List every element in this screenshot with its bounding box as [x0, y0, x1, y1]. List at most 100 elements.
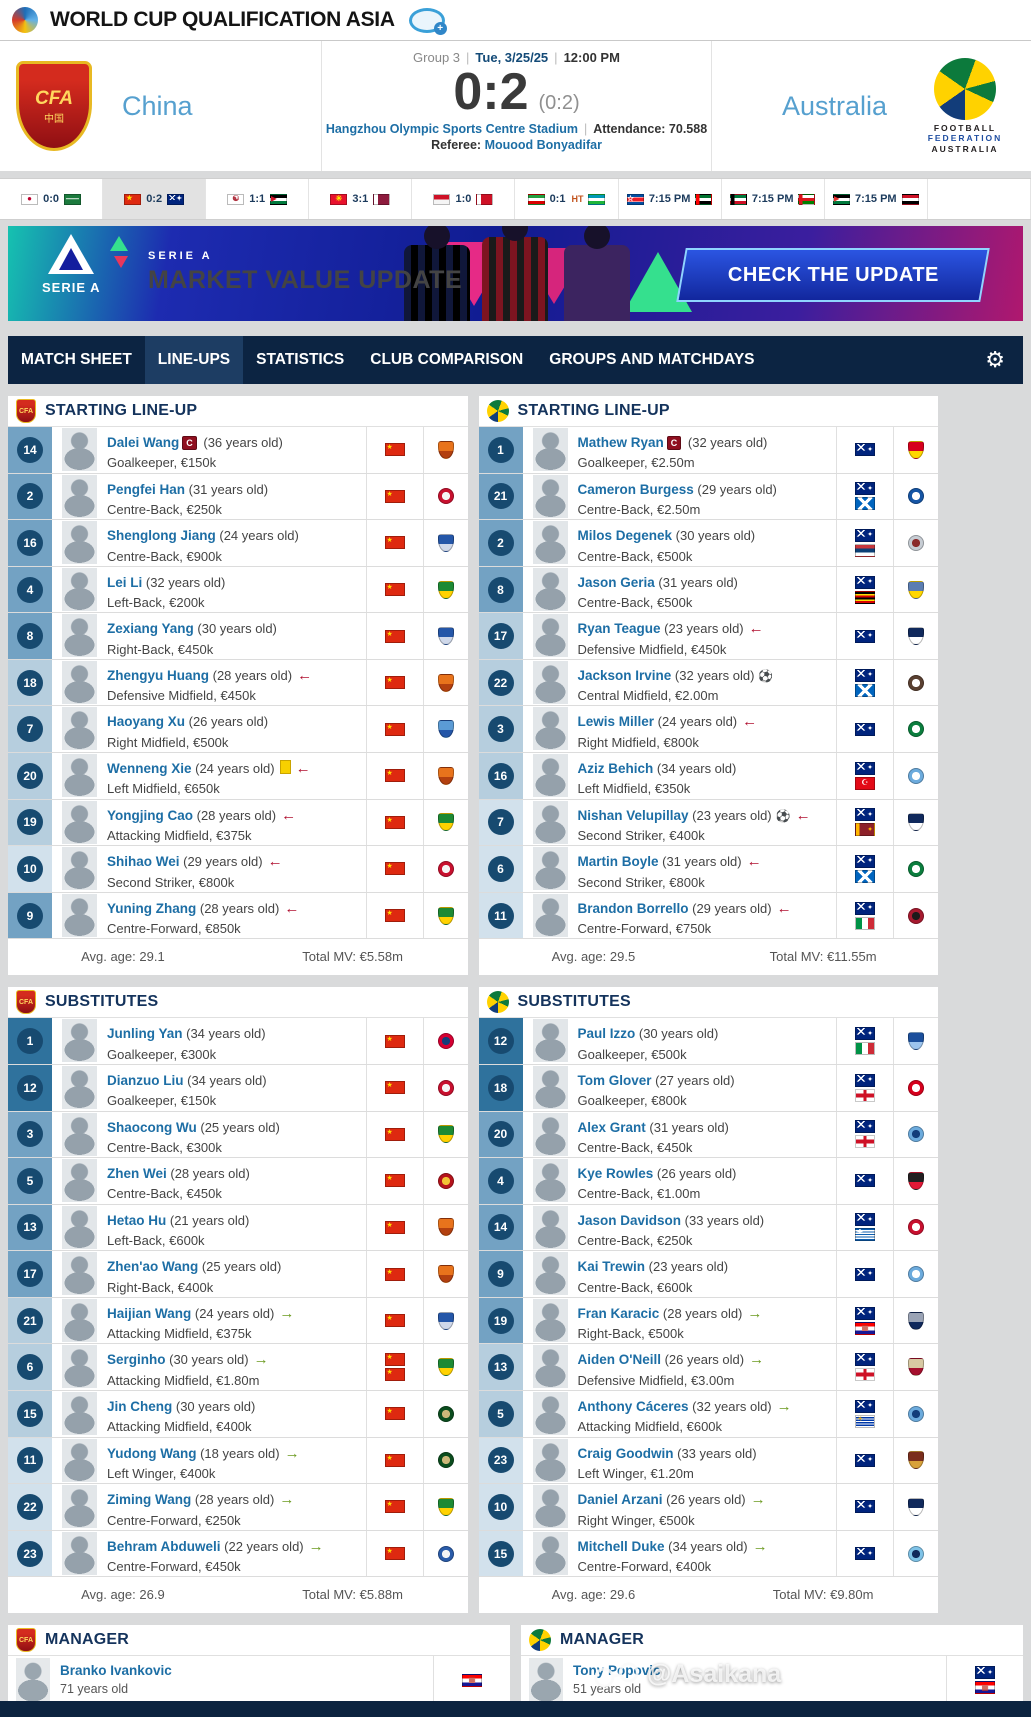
manager-name-link[interactable]: Tony Popovic — [573, 1663, 661, 1679]
match-ticker-cell[interactable]: 7:15 PM — [722, 179, 825, 219]
club-badge[interactable] — [908, 1032, 924, 1051]
player-name-link[interactable]: Pengfei Han — [107, 481, 186, 497]
player-name-link[interactable]: Dianzuo Liu — [107, 1072, 184, 1088]
club-badge[interactable] — [437, 1172, 454, 1189]
home-team-crest[interactable]: CFA 中国 — [16, 61, 92, 151]
seriea-banner[interactable]: SERIE A SERIE A MARKET VALUE UPDATE CHEC… — [8, 226, 1023, 321]
club-badge[interactable] — [908, 1219, 924, 1236]
club-badge[interactable] — [437, 1265, 454, 1284]
club-badge[interactable] — [437, 440, 454, 459]
club-badge[interactable] — [908, 1545, 924, 1562]
player-name-link[interactable]: Kai Trewin — [577, 1259, 646, 1275]
player-name-link[interactable]: Jackson Irvine — [577, 667, 672, 683]
club-badge[interactable] — [908, 1266, 924, 1283]
player-name-link[interactable]: Dalei Wang — [107, 435, 180, 450]
club-badge[interactable] — [437, 1079, 454, 1096]
tab-statistics[interactable]: STATISTICS — [256, 351, 345, 368]
club-badge[interactable] — [437, 1545, 454, 1562]
player-name-link[interactable]: Anthony Cáceres — [577, 1398, 689, 1414]
club-badge[interactable] — [437, 1311, 454, 1330]
club-badge[interactable] — [908, 1079, 924, 1096]
stadium-icon[interactable]: + — [408, 7, 447, 35]
player-name-link[interactable]: Shihao Wei — [107, 854, 180, 870]
player-name-link[interactable]: Mitchell Duke — [577, 1538, 665, 1554]
match-ticker-cell[interactable]: ★ 0:2 ✦ — [103, 179, 207, 219]
player-name-link[interactable]: Fran Karacic — [577, 1305, 660, 1321]
player-name-link[interactable]: Craig Goodwin — [577, 1445, 674, 1461]
club-badge[interactable] — [437, 906, 454, 925]
player-name-link[interactable]: Yongjing Cao — [107, 807, 193, 823]
player-name-link[interactable]: Junling Yan — [107, 1026, 183, 1042]
club-badge[interactable] — [437, 860, 454, 877]
club-badge[interactable] — [437, 488, 454, 505]
player-name-link[interactable]: Kye Rowles — [577, 1166, 654, 1182]
club-badge[interactable] — [908, 627, 924, 646]
club-badge[interactable] — [437, 580, 454, 599]
club-badge[interactable] — [908, 1311, 924, 1330]
player-name-link[interactable]: Hetao Hu — [107, 1212, 167, 1228]
player-name-link[interactable]: Yudong Wang — [107, 1445, 197, 1461]
home-team-name[interactable]: China — [122, 90, 193, 121]
club-badge[interactable] — [437, 1218, 454, 1237]
player-name-link[interactable]: Serginho — [107, 1352, 166, 1368]
club-badge[interactable] — [437, 1497, 454, 1516]
player-name-link[interactable]: Paul Izzo — [577, 1026, 636, 1042]
club-badge[interactable] — [437, 1358, 454, 1377]
player-name-link[interactable]: Milos Degenek — [577, 528, 673, 544]
player-name-link[interactable]: Behram Abduweli — [107, 1538, 221, 1554]
manager-name-link[interactable]: Branko Ivankovic — [60, 1663, 172, 1679]
club-badge[interactable] — [908, 1497, 924, 1516]
check-update-button[interactable]: CHECK THE UPDATE — [676, 248, 990, 302]
referee-link[interactable]: Mouood Bonyadifar — [484, 137, 602, 152]
player-name-link[interactable]: Wenneng Xie — [107, 761, 192, 777]
player-name-link[interactable]: Cameron Burgess — [577, 481, 694, 497]
player-name-link[interactable]: Lei Li — [107, 574, 143, 590]
player-name-link[interactable]: Zhen'ao Wang — [107, 1259, 199, 1275]
player-name-link[interactable]: Haijian Wang — [107, 1305, 192, 1321]
match-ticker-cell[interactable]: ● 0:0 ⸺ — [0, 179, 104, 219]
club-badge[interactable] — [908, 1171, 924, 1190]
club-badge[interactable] — [437, 1033, 454, 1050]
player-name-link[interactable]: Jin Cheng — [107, 1398, 173, 1414]
tab-match-sheet[interactable]: MATCH SHEET — [21, 351, 132, 368]
club-badge[interactable] — [437, 813, 454, 832]
club-badge[interactable] — [437, 533, 454, 552]
player-name-link[interactable]: Shaocong Wu — [107, 1119, 197, 1135]
player-name-link[interactable]: Aziz Behich — [577, 761, 654, 777]
club-badge[interactable] — [437, 1405, 454, 1422]
match-ticker-cell[interactable]: ☆ 7:15 PM — [619, 179, 722, 219]
club-badge[interactable] — [437, 1125, 454, 1144]
club-badge[interactable] — [908, 721, 924, 738]
gear-icon[interactable]: ⚙ — [985, 347, 1005, 372]
player-name-link[interactable]: Shenglong Jiang — [107, 528, 216, 544]
stadium-link[interactable]: Hangzhou Olympic Sports Centre Stadium — [325, 121, 578, 136]
club-badge[interactable] — [437, 720, 454, 739]
club-badge[interactable] — [908, 1451, 924, 1470]
club-badge[interactable] — [908, 860, 924, 877]
match-ticker-cell[interactable]: ▶ 7:15 PM — [825, 179, 928, 219]
club-badge[interactable] — [908, 440, 924, 459]
club-badge[interactable] — [908, 1126, 924, 1143]
player-name-link[interactable]: Ziming Wang — [107, 1492, 192, 1508]
match-ticker-cell[interactable]: ☯ 1:1 ▶ — [206, 179, 310, 219]
club-badge[interactable] — [908, 907, 924, 924]
player-name-link[interactable]: Daniel Arzani — [577, 1492, 663, 1508]
tab-groups-and-matchdays[interactable]: GROUPS AND MATCHDAYS — [549, 351, 755, 368]
club-badge[interactable] — [908, 813, 924, 832]
player-name-link[interactable]: Tom Glover — [577, 1072, 652, 1088]
player-name-link[interactable]: Yuning Zhang — [107, 900, 197, 916]
away-team-crest[interactable]: FOOTBALL FEDERATION AUSTRALIA — [913, 57, 1017, 155]
player-name-link[interactable]: Alex Grant — [577, 1119, 646, 1135]
player-name-link[interactable]: Zhengyu Huang — [107, 667, 209, 683]
club-badge[interactable] — [908, 674, 924, 691]
tab-line-ups[interactable]: LINE-UPS — [144, 336, 244, 384]
tab-club-comparison[interactable]: CLUB COMPARISON — [370, 351, 524, 368]
player-name-link[interactable]: Zexiang Yang — [107, 621, 194, 637]
player-name-link[interactable]: Aiden O'Neill — [577, 1352, 661, 1368]
club-badge[interactable] — [908, 767, 924, 784]
player-name-link[interactable]: Nishan Velupillay — [577, 807, 689, 823]
player-name-link[interactable]: Haoyang Xu — [107, 714, 186, 730]
away-team-name[interactable]: Australia — [781, 90, 887, 121]
match-ticker-cell[interactable]: 1:0 — [412, 179, 516, 219]
match-ticker-cell[interactable]: 0:1 HT — [515, 179, 619, 219]
